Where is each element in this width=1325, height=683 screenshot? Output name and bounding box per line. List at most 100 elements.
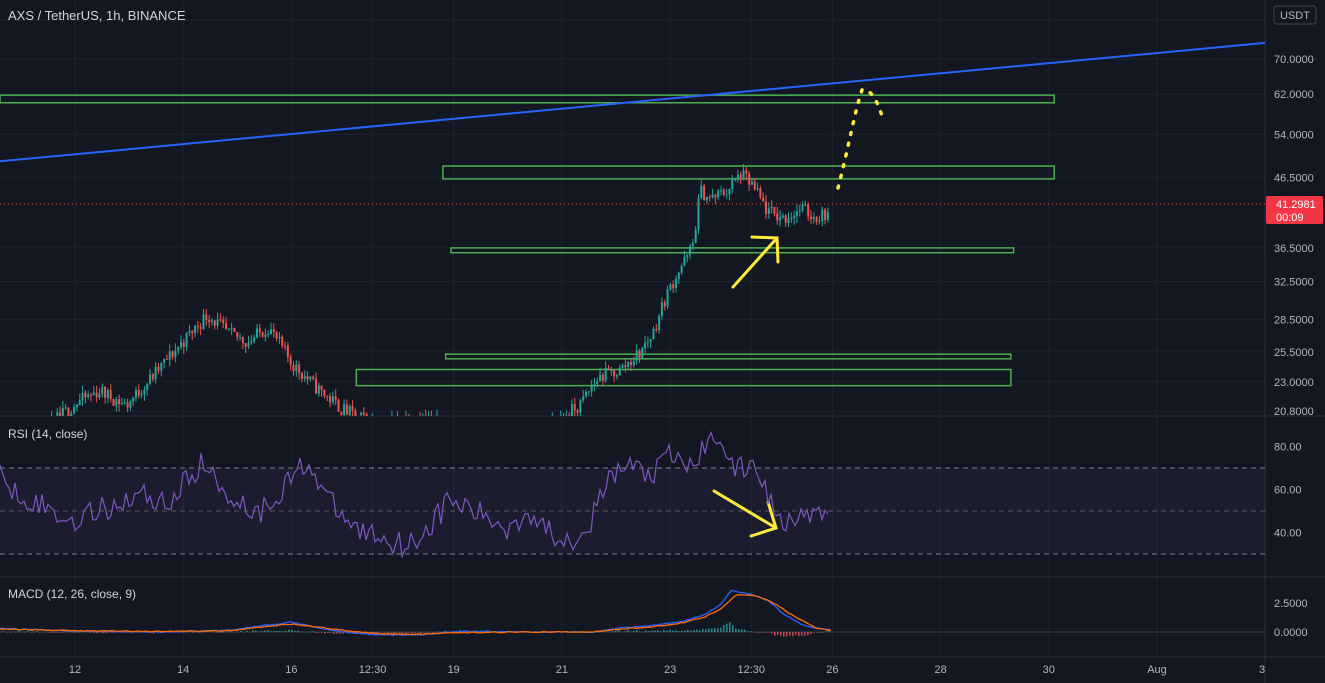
macd-histogram-bar (390, 632, 392, 633)
macd-histogram-bar (66, 631, 68, 633)
macd-histogram-bar (609, 631, 611, 633)
macd-histogram-bar (375, 632, 377, 633)
time-tick-label: 26 (826, 664, 838, 676)
candle-body (334, 396, 337, 400)
candle-body (208, 320, 211, 323)
macd-histogram-bar (237, 631, 239, 633)
macd-histogram-bar (219, 632, 221, 633)
candle-body (112, 399, 115, 406)
macd-histogram-bar (300, 631, 302, 633)
candle-body (185, 332, 188, 347)
candle-body (812, 217, 815, 220)
candle-body (87, 394, 90, 398)
macd-histogram-bar (822, 632, 824, 633)
time-scale[interactable]: 12 14 16 12:30 19 21 23 12:30 26 28 30 Aug 3 (69, 664, 1265, 676)
candlestick-series (51, 164, 829, 416)
symbol-title[interactable]: AXS / TetherUS, 1h, BINANCE (8, 8, 186, 23)
zone-rectangle[interactable] (355, 368, 1012, 387)
macd-histogram-bar (264, 630, 266, 632)
price-tick-label: 20.8000 (1274, 406, 1314, 418)
macd-histogram-bar (741, 629, 743, 632)
trendline[interactable] (0, 41, 1266, 163)
candle-body (781, 215, 784, 218)
candle-body (272, 329, 275, 332)
currency-badge[interactable] (1273, 5, 1317, 25)
candle-body (773, 207, 776, 214)
macd-histogram-bar (762, 632, 764, 633)
zone-rectangle[interactable] (0, 94, 1055, 104)
macd-histogram-bar (96, 632, 98, 634)
candle-body (222, 319, 225, 324)
zone-rectangle[interactable] (450, 247, 1015, 254)
annotation-down-arrow[interactable] (712, 489, 778, 538)
macd-histogram-bar (723, 625, 725, 632)
price-tick-label: 46.5000 (1274, 173, 1314, 185)
macd-histogram-bar (84, 631, 86, 633)
candle-body (627, 362, 630, 367)
macd-histogram-bar (792, 632, 794, 637)
candle-body (621, 365, 624, 368)
candle-body (216, 319, 219, 326)
macd-histogram-bar (807, 632, 809, 636)
macd-histogram-bar (57, 632, 59, 633)
candle-body (309, 376, 312, 380)
macd-histogram-bar (813, 632, 815, 633)
macd-histogram-bar (411, 632, 413, 634)
annotation-dotted-projection[interactable] (836, 87, 884, 190)
macd-histogram-bar (231, 631, 233, 633)
candle-body (793, 215, 796, 219)
macd-histogram-bar (396, 632, 398, 633)
macd-histogram-bar (771, 632, 773, 634)
candle-body (582, 396, 585, 400)
candle-body (98, 393, 101, 398)
macd-histogram-bar (744, 629, 746, 632)
macd-histogram-bar (405, 632, 407, 634)
macd-histogram-bar (423, 632, 425, 633)
candle-body (312, 376, 315, 379)
candle-body (345, 404, 348, 415)
candle-body (798, 210, 801, 212)
macd-histogram-bar (72, 632, 74, 633)
candle-body (303, 376, 306, 379)
macd-title[interactable]: MACD (12, 26, close, 9) (8, 587, 136, 601)
price-scale[interactable]: 80.000070.000062.000054.000046.500036.50… (1274, 15, 1314, 639)
candle-body (340, 411, 343, 415)
macd-histogram-bar (774, 632, 776, 636)
zone-rectangle[interactable] (444, 353, 1012, 360)
candle-body (84, 392, 87, 398)
candle-body (59, 412, 62, 416)
candle-body (694, 229, 697, 244)
candle-body (824, 209, 827, 221)
macd-histogram-bar (663, 629, 665, 632)
candle-body (641, 347, 644, 358)
candle-body (188, 331, 191, 333)
candle-body (171, 351, 174, 357)
macd-histogram-bar (222, 632, 224, 633)
candle-body (804, 204, 807, 206)
candle-body (81, 392, 84, 401)
candle-body (70, 413, 73, 416)
candle-body (826, 212, 829, 221)
candle-body (658, 315, 661, 331)
rsi-title[interactable]: RSI (14, close) (8, 427, 87, 441)
time-tick-label: 28 (934, 664, 946, 676)
macd-histogram-bar (18, 630, 20, 632)
candle-body (736, 174, 739, 180)
candle-body (351, 405, 354, 411)
macd-histogram-bar (315, 632, 317, 633)
macd-histogram-bar (210, 631, 212, 632)
macd-histogram-bar (48, 632, 50, 633)
candle-body (255, 328, 258, 338)
macd-histogram-bar (321, 632, 323, 633)
macd-histogram-bar (102, 632, 104, 634)
candle-body (199, 327, 202, 329)
annotation-up-arrow[interactable] (731, 235, 780, 289)
time-tick-label: 23 (664, 664, 676, 676)
macd-histogram-bar (270, 631, 272, 632)
macd-histogram-bar (15, 632, 17, 633)
macd-histogram-bar (393, 632, 395, 634)
macd-histogram-bar (738, 628, 740, 632)
time-tick-label: 19 (448, 664, 460, 676)
candle-body (106, 389, 109, 398)
